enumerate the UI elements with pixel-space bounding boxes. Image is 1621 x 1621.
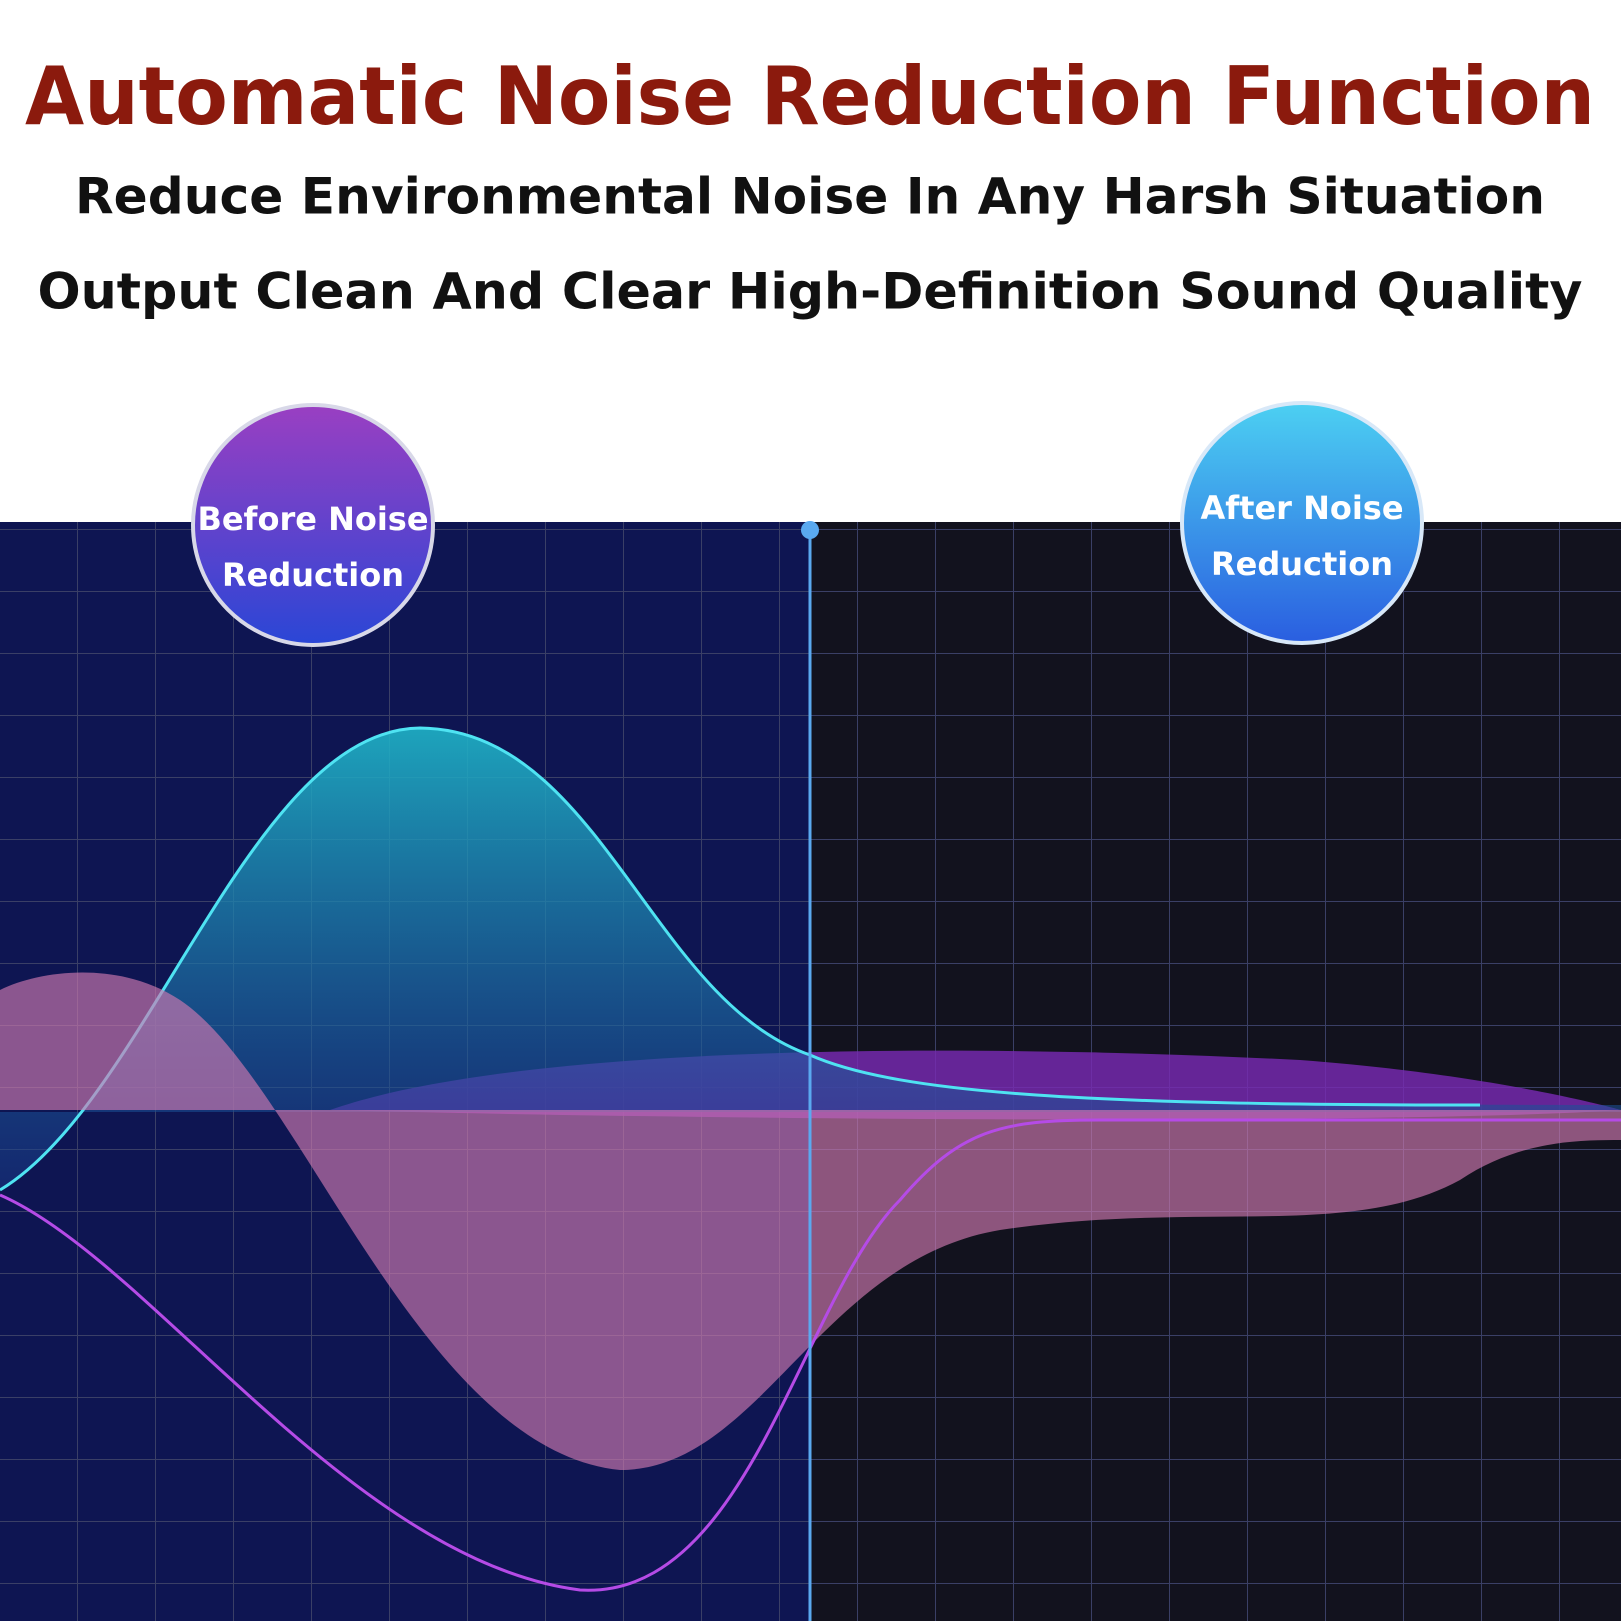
badge-label: After Noise bbox=[1200, 489, 1403, 527]
subtitle: Output Clean And Clear High-Definition S… bbox=[38, 263, 1583, 321]
after-badge bbox=[1180, 401, 1424, 645]
title: Automatic Noise Reduction Function bbox=[25, 50, 1595, 143]
subtitle: Reduce Environmental Noise In Any Harsh … bbox=[75, 168, 1545, 226]
cyan-wave bbox=[0, 726, 1481, 1192]
before-badge bbox=[191, 403, 435, 647]
purple-wave bbox=[0, 1118, 1621, 1592]
badge-label: Reduction bbox=[222, 556, 404, 594]
badge-label: Before Noise bbox=[197, 500, 428, 538]
badge-label: Reduction bbox=[1211, 545, 1393, 583]
divider-handle bbox=[801, 521, 819, 539]
cyan-wave-fill bbox=[0, 728, 1621, 1190]
